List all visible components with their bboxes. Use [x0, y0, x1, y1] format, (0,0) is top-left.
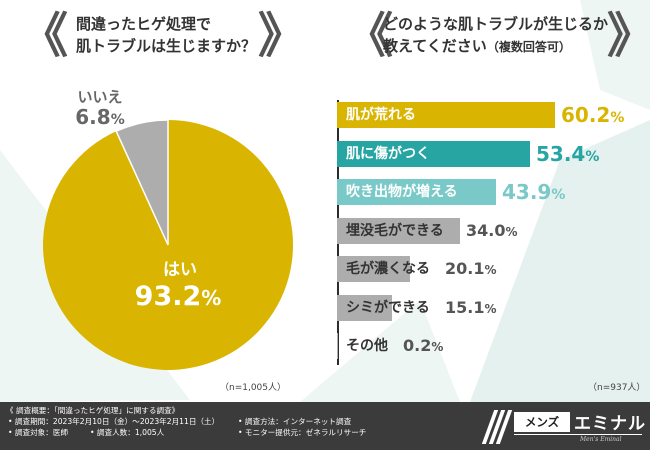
bar-chart: 肌が荒れる 60.2% 肌に傷がつく 53.4% 吹き出物が増える 43.9% 埋没毛ができ…: [337, 100, 650, 370]
deco-shape-right-1: [470, 120, 650, 402]
bar-category-label: 肌に傷がつく: [346, 145, 430, 162]
bar-value-number: 20.1: [445, 259, 485, 278]
bar-value-number: 0.2: [403, 336, 432, 355]
bar-row: 肌が荒れる 60.2%: [337, 102, 650, 128]
bar-category-label: 毛が濃くなる: [346, 261, 430, 277]
bar-value-label: 53.4%: [536, 141, 599, 167]
logo-underline: [514, 434, 642, 435]
bar-fill: [337, 140, 530, 167]
bar-row: シミができる 15.1%: [337, 294, 650, 321]
bar-value-label: 15.1%: [445, 295, 497, 321]
bar-fill: [337, 256, 410, 282]
pie-chart: いいえ 6.8% はい 93.2%: [43, 88, 294, 370]
mens-eminal-logo: メンズ エミナル Men's Eminal: [480, 408, 645, 446]
right-question-line2-main: 教えてください: [383, 37, 487, 55]
footer: 《 調査概要：「間違ったヒゲ処理」に関する調査》 • 調査期間：2023年2月1…: [0, 402, 650, 450]
logo-stripes-icon: [480, 410, 513, 444]
bar-category-label: 埋没毛ができる: [346, 222, 444, 239]
bar-row: 肌に傷がつく 53.4%: [337, 140, 650, 167]
right-question-line2: 教えてください（複数回答可）: [383, 36, 571, 57]
bar-value-number: 53.4: [536, 141, 586, 166]
pie-value-yes-unit: %: [201, 286, 221, 310]
right-question-line1: どのような肌トラブルが生じるか: [383, 15, 609, 33]
footer-monitor-provider: • モニター提供元：ゼネラルリサーチ: [238, 428, 367, 437]
footer-survey-target: • 調査対象：医師: [8, 428, 69, 437]
bar-value-label: 20.1%: [445, 256, 497, 282]
bar-value-unit: %: [610, 110, 625, 126]
right-question: 《 どのような肌トラブルが生じるか 教えてください（複数回答可） 》: [345, 8, 650, 64]
bar-fill: [337, 294, 392, 321]
left-question-close-bracket: 》: [258, 8, 306, 64]
bar-fill: [337, 102, 555, 128]
left-question: 《 間違ったヒゲ処理で 肌トラブルは生じますか？ 》: [20, 8, 320, 64]
logo-mens-text: メンズ: [514, 412, 570, 432]
bar-value-label: 0.2%: [403, 333, 443, 359]
bar-value-label: 43.9%: [502, 179, 565, 205]
bar-sample-size: （n=937人）: [588, 383, 646, 393]
right-question-close-bracket: 》: [607, 8, 650, 64]
bar-value-unit: %: [484, 301, 497, 316]
bar-row: 埋没毛ができる 34.0%: [337, 217, 650, 244]
deco-shape-right-2: [580, 0, 650, 110]
right-question-note: （複数回答可）: [486, 40, 571, 54]
footer-survey-period: • 調査期間：2023年2月10日（金）～2023年2月11日（土）: [8, 417, 220, 426]
bar-value-number: 43.9: [502, 180, 552, 204]
bar-value-label: 60.2%: [561, 102, 624, 128]
bar-row: 毛が濃くなる 20.1%: [337, 256, 650, 282]
bar-fill: [337, 217, 460, 244]
pie-label-yes: はい: [163, 260, 197, 280]
bar-value-number: 60.2: [561, 103, 611, 127]
bar-category-label: 吹き出物が増える: [346, 184, 458, 200]
pie-value-yes: 93.2%: [135, 281, 222, 312]
bar-value-unit: %: [585, 148, 600, 165]
bar-category-label: その他: [346, 338, 388, 354]
bar-value-unit: %: [505, 224, 518, 239]
bar-category-label: シミができる: [346, 299, 430, 316]
bar-category-label: 肌が荒れる: [346, 107, 416, 123]
deco-shape-mid: [300, 300, 460, 402]
logo-eminal-text: エミナル: [574, 414, 646, 434]
bar-value-unit: %: [484, 263, 497, 277]
left-question-line1: 間違ったヒゲ処理で: [76, 15, 212, 33]
bar-fill: [337, 179, 496, 205]
right-question-open-bracket: 《: [345, 8, 393, 64]
pie-value-no: 6.8%: [75, 105, 124, 129]
bar-value-label: 34.0%: [466, 218, 518, 244]
pie-value-yes-number: 93.2: [135, 281, 202, 312]
logo-subtext: Men's Eminal: [580, 436, 622, 443]
footer-survey-title: 《 調査概要：「間違ったヒゲ処理」に関する調査》: [6, 406, 180, 415]
left-question-line2: 肌トラブルは生じますか？: [76, 37, 257, 55]
bar-value-number: 34.0: [466, 220, 506, 240]
footer-survey-count: • 調査人数：1,005人: [90, 428, 165, 437]
pie-value-no-unit: %: [111, 112, 125, 128]
pie-sample-size: （n=1,005人）: [220, 383, 287, 393]
bar-fill: [337, 333, 338, 359]
footer-survey-method: • 調査方法：インターネット調査: [238, 417, 352, 426]
bar-value-unit: %: [431, 340, 444, 354]
left-question-open-bracket: 《: [20, 8, 68, 64]
bar-value-number: 15.1: [445, 297, 485, 317]
pie-label-no: いいえ: [77, 88, 122, 106]
bar-row: 吹き出物が増える 43.9%: [337, 179, 650, 205]
pie-slice-no: [115, 119, 169, 246]
pie-value-no-number: 6.8: [75, 105, 110, 129]
bar-value-unit: %: [551, 187, 566, 203]
bar-row: その他 0.2%: [337, 333, 650, 359]
